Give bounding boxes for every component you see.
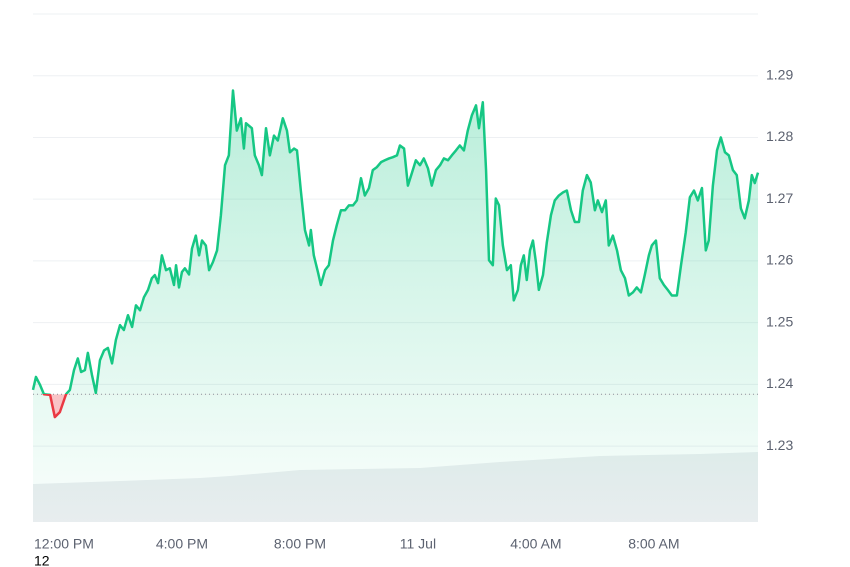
footnote: 12 — [34, 553, 50, 567]
y-tick-label: 1.28 — [766, 128, 793, 144]
x-tick-label: 4:00 PM — [156, 536, 208, 552]
x-tick-label: 8:00 AM — [628, 536, 679, 552]
y-tick-label: 1.25 — [766, 313, 793, 329]
down-area — [43, 394, 67, 418]
price-line — [31, 89, 760, 419]
y-tick-label: 1.27 — [766, 190, 793, 206]
y-tick-label: 1.24 — [766, 375, 793, 391]
x-tick-label: 11 Jul — [400, 536, 436, 552]
y-tick-label: 1.29 — [766, 66, 793, 82]
x-tick-label: 8:00 PM — [274, 536, 326, 552]
x-tick-label: 12:00 PM — [34, 536, 94, 552]
y-tick-label: 1.23 — [766, 437, 793, 453]
area — [33, 90, 758, 522]
x-tick-label: 4:00 AM — [510, 536, 561, 552]
plot — [31, 89, 760, 522]
y-tick-label: 1.26 — [766, 252, 793, 268]
